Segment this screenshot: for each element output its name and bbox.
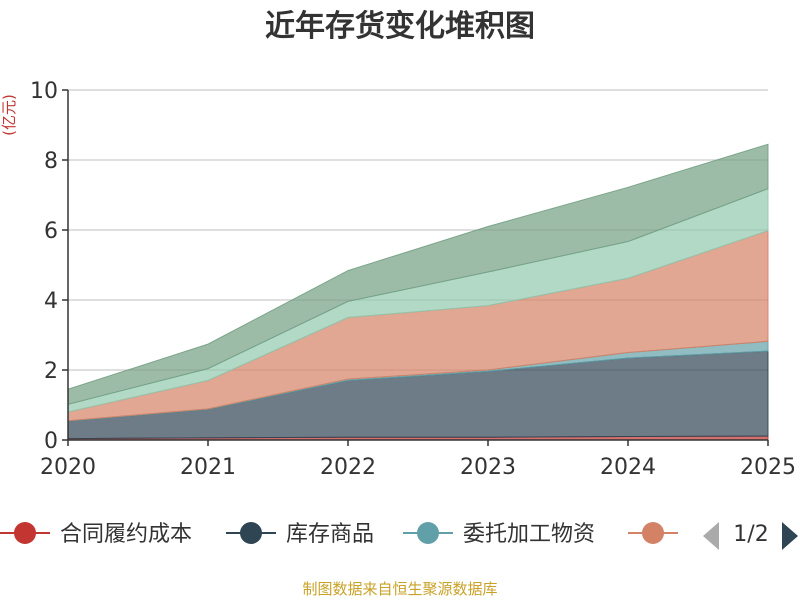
legend-prev-page-icon[interactable]	[703, 522, 719, 550]
legend-page-indicator: 1/2	[733, 522, 768, 547]
x-tick-label: 2020	[40, 455, 96, 480]
legend-label: 合同履约成本	[60, 522, 192, 547]
legend-marker	[417, 522, 439, 544]
legend-marker	[642, 522, 664, 544]
x-tick-label: 2021	[180, 455, 236, 480]
legend-next-page-icon[interactable]	[782, 522, 798, 550]
y-tick-label: 8	[44, 149, 58, 174]
legend-item-1[interactable]: 合同履约成本	[0, 522, 192, 547]
x-tick-label: 2024	[600, 455, 656, 480]
legend-label: 库存商品	[286, 522, 374, 547]
areas	[67, 143, 769, 441]
chart-title: 近年存货变化堆积图	[265, 9, 535, 44]
legend-label: 委托加工物资	[463, 522, 595, 547]
x-tick-label: 2022	[320, 455, 376, 480]
legend-item-3[interactable]: 委托加工物资	[403, 522, 595, 547]
axes: 0 2 4 6 8 10 2020 2021 2022 2023 2024 2025	[30, 79, 796, 480]
x-tick-label: 2025	[740, 455, 796, 480]
legend-marker	[240, 522, 262, 544]
area-series-6	[67, 143, 769, 405]
y-tick-label: 6	[44, 219, 58, 244]
legend[interactable]: 合同履约成本 库存商品 委托加工物资 1/2	[0, 522, 798, 550]
y-tick-label: 4	[44, 289, 58, 314]
y-tick-label: 10	[30, 79, 58, 104]
legend-item-2[interactable]: 库存商品	[226, 522, 374, 547]
unit-label: (亿元)	[0, 94, 18, 136]
y-tick-label: 2	[44, 359, 58, 384]
legend-marker	[14, 522, 36, 544]
x-tick-label: 2023	[460, 455, 516, 480]
legend-item-4[interactable]	[628, 522, 678, 544]
source-footer: 制图数据来自恒生聚源数据库	[302, 580, 498, 598]
y-tick-label: 0	[44, 429, 58, 454]
